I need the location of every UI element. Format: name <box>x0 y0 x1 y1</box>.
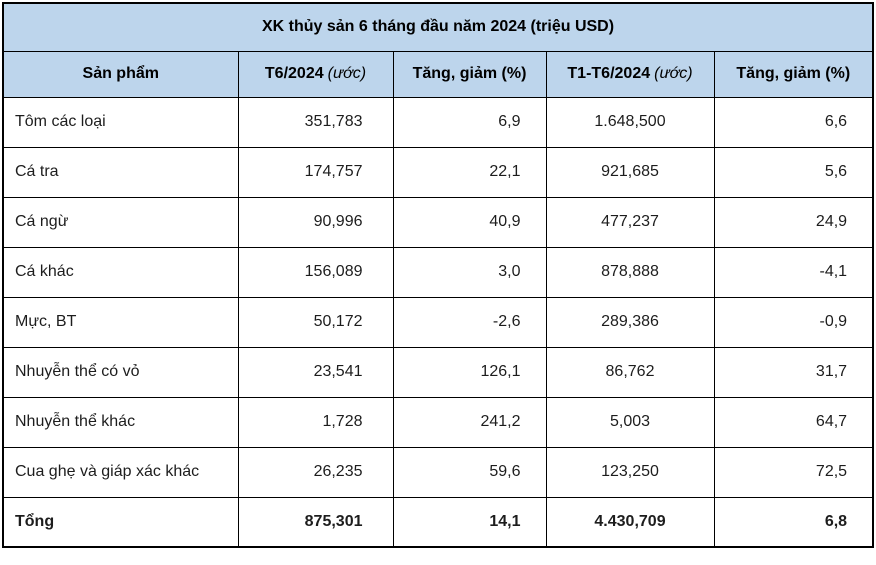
total-t1t6-value: 4.430,709 <box>545 496 715 548</box>
table-title-row: XK thủy sản 6 tháng đầu năm 2024 (triệu … <box>2 2 874 52</box>
col-header-t1-t6-2024: T1-T6/2024 (ước) <box>545 50 715 98</box>
t6-value: 26,235 <box>237 446 394 498</box>
col-header-note: (ước) <box>654 65 693 82</box>
t1t6-change-pct: 5,6 <box>713 146 874 198</box>
col-header-label: T6/2024 <box>264 65 324 82</box>
total-t6-change-pct: 14,1 <box>392 496 547 548</box>
total-t1t6-change-pct: 6,8 <box>713 496 874 548</box>
col-header-t6-2024: T6/2024 (ước) <box>237 50 394 98</box>
product-name: Nhuyễn thể khác <box>2 396 239 448</box>
product-name: Cá ngừ <box>2 196 239 248</box>
t1t6-change-pct: 24,9 <box>713 196 874 248</box>
t6-change-pct: 3,0 <box>392 246 547 298</box>
t1t6-change-pct: 64,7 <box>713 396 874 448</box>
t6-value: 174,757 <box>237 146 394 198</box>
product-name: Cá tra <box>2 146 239 198</box>
t6-value: 90,996 <box>237 196 394 248</box>
product-name: Nhuyễn thể có vỏ <box>2 346 239 398</box>
col-header-san-pham: Sản phẩm <box>2 50 239 98</box>
t6-change-pct: 40,9 <box>392 196 547 248</box>
seafood-export-table: XK thủy sản 6 tháng đầu năm 2024 (triệu … <box>2 2 875 548</box>
t1t6-value: 86,762 <box>545 346 715 398</box>
t6-value: 50,172 <box>237 296 394 348</box>
product-name: Cua ghẹ và giáp xác khác <box>2 446 239 498</box>
product-name: Tôm các loại <box>2 96 239 148</box>
table-row: Cua ghẹ và giáp xác khác 26,235 59,6 123… <box>2 446 874 498</box>
t1t6-change-pct: 6,6 <box>713 96 874 148</box>
t6-change-pct: 126,1 <box>392 346 547 398</box>
t6-change-pct: 241,2 <box>392 396 547 448</box>
table-row: Nhuyễn thể có vỏ 23,541 126,1 86,762 31,… <box>2 346 874 398</box>
t6-value: 23,541 <box>237 346 394 398</box>
table-row: Nhuyễn thể khác 1,728 241,2 5,003 64,7 <box>2 396 874 448</box>
t1t6-value: 5,003 <box>545 396 715 448</box>
product-name: Cá khác <box>2 246 239 298</box>
table-total-row: Tổng 875,301 14,1 4.430,709 6,8 <box>2 496 874 548</box>
col-header-tang-giam-t1t6: Tăng, giảm (%) <box>713 50 874 98</box>
t6-value: 1,728 <box>237 396 394 448</box>
col-header-label: Tăng, giảm (%) <box>736 65 851 82</box>
col-header-label: Tăng, giảm (%) <box>412 65 527 82</box>
t6-value: 351,783 <box>237 96 394 148</box>
table-row: Tôm các loại 351,783 6,9 1.648,500 6,6 <box>2 96 874 148</box>
total-label: Tổng <box>2 496 239 548</box>
col-header-label: Sản phẩm <box>82 65 159 82</box>
table-row: Cá ngừ 90,996 40,9 477,237 24,9 <box>2 196 874 248</box>
t1t6-value: 477,237 <box>545 196 715 248</box>
col-header-tang-giam-t6: Tăng, giảm (%) <box>392 50 547 98</box>
table-header-row: Sản phẩm T6/2024 (ước) Tăng, giảm (%) T1-… <box>2 50 874 98</box>
t6-change-pct: 6,9 <box>392 96 547 148</box>
table-row: Mực, BT 50,172 -2,6 289,386 -0,9 <box>2 296 874 348</box>
product-name: Mực, BT <box>2 296 239 348</box>
t1t6-value: 921,685 <box>545 146 715 198</box>
t1t6-change-pct: 31,7 <box>713 346 874 398</box>
col-header-note: (ước) <box>327 65 367 82</box>
t1t6-change-pct: -4,1 <box>713 246 874 298</box>
table-title: XK thủy sản 6 tháng đầu năm 2024 (triệu … <box>2 2 874 52</box>
total-t6-value: 875,301 <box>237 496 394 548</box>
col-header-label: T1-T6/2024 <box>567 65 651 82</box>
table-row: Cá tra 174,757 22,1 921,685 5,6 <box>2 146 874 198</box>
t6-change-pct: 59,6 <box>392 446 547 498</box>
t1t6-change-pct: -0,9 <box>713 296 874 348</box>
t6-value: 156,089 <box>237 246 394 298</box>
t1t6-value: 878,888 <box>545 246 715 298</box>
t6-change-pct: -2,6 <box>392 296 547 348</box>
t6-change-pct: 22,1 <box>392 146 547 198</box>
t1t6-value: 1.648,500 <box>545 96 715 148</box>
t1t6-change-pct: 72,5 <box>713 446 874 498</box>
t1t6-value: 123,250 <box>545 446 715 498</box>
t1t6-value: 289,386 <box>545 296 715 348</box>
table-row: Cá khác 156,089 3,0 878,888 -4,1 <box>2 246 874 298</box>
